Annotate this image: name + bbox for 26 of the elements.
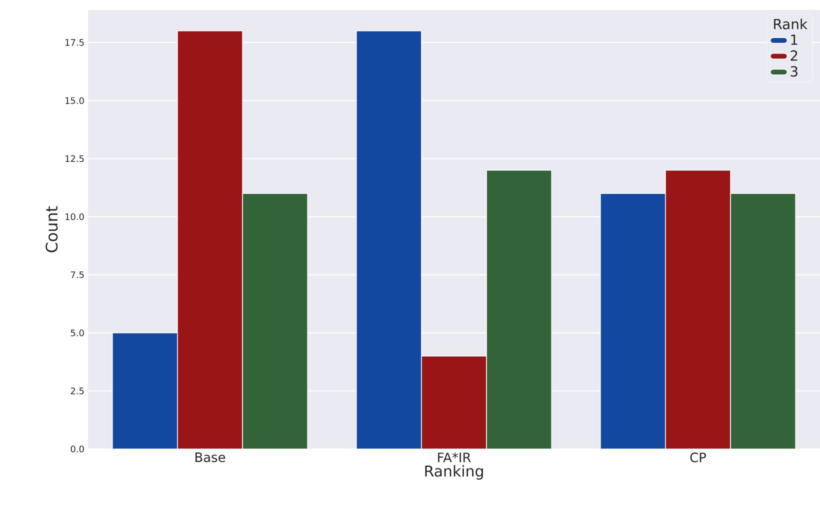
legend-label: 2: [790, 50, 798, 61]
bar: [665, 170, 731, 449]
bar: [600, 193, 666, 449]
y-tick-label: 5.0: [70, 329, 84, 336]
y-tick-label: 0.0: [70, 446, 84, 452]
bar: [112, 332, 178, 449]
x-axis-title: Ranking: [425, 465, 483, 480]
legend-label: 1: [791, 34, 798, 45]
bar: [242, 193, 308, 449]
y-tick-label: 17.5: [66, 39, 84, 46]
y-tick-label: 7.5: [70, 271, 84, 278]
bar: [486, 170, 552, 449]
bar: [356, 30, 422, 449]
legend-title: Rank: [774, 18, 808, 30]
x-tick-label: Base: [196, 452, 226, 462]
y-tick-label: 10.0: [66, 213, 84, 220]
x-tick-label: FA*IR: [438, 452, 471, 462]
bar: [177, 30, 243, 449]
y-tick-label: 2.5: [70, 388, 84, 394]
y-tick-label: 15.0: [66, 97, 84, 104]
bar: [730, 193, 796, 449]
x-tick-label: CP: [690, 452, 706, 462]
y-axis-title: Count: [46, 206, 58, 252]
bar: [421, 356, 487, 449]
legend-label: 3: [790, 66, 798, 77]
y-tick-label: 12.5: [66, 155, 84, 162]
